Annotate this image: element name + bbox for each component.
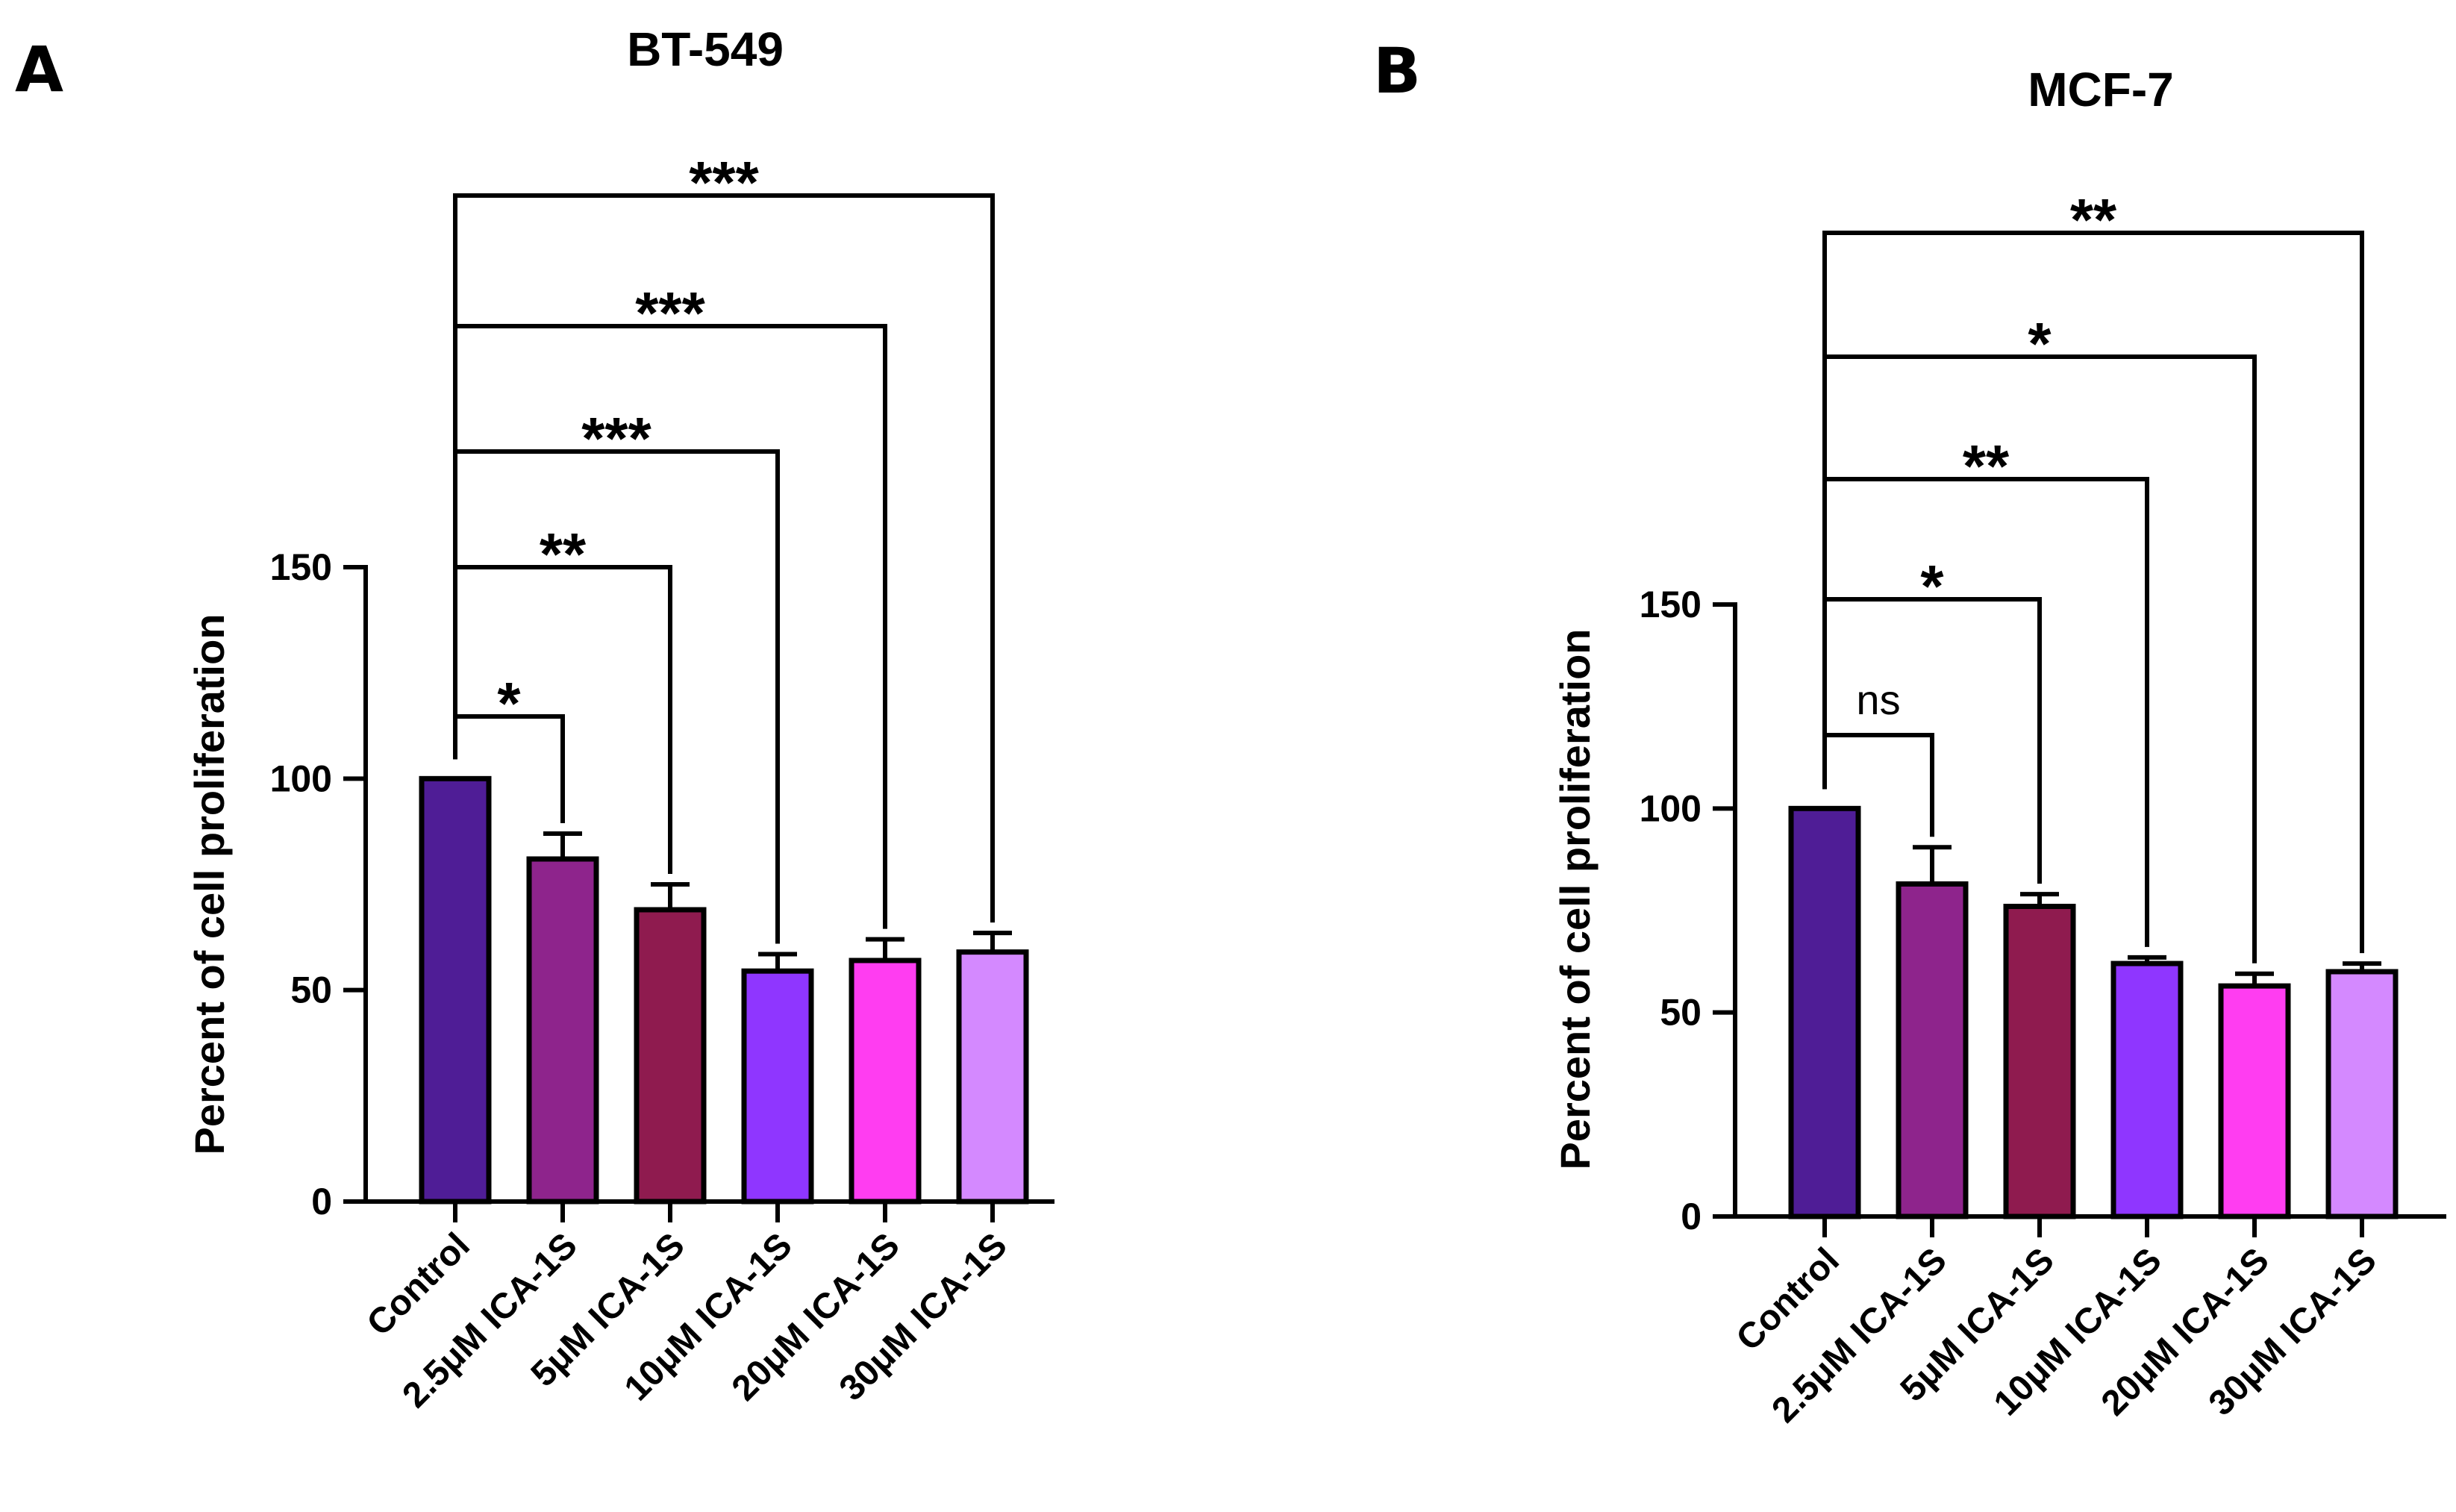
chart-title: MCF-7 — [2028, 63, 2174, 116]
bar — [849, 958, 922, 1205]
bar — [634, 907, 707, 1205]
y-tick-label: 50 — [290, 969, 332, 1011]
y-axis-label: Percent of cell proliferation — [1552, 628, 1599, 1169]
bar — [1788, 805, 1861, 1219]
panel-b-chart: B MCF-7 Percent of cell proliferation 0 50 10… — [1373, 34, 2446, 1431]
y-tick-label: 0 — [311, 1181, 332, 1222]
bar — [2325, 969, 2399, 1219]
bar — [741, 968, 814, 1205]
significance-label: * — [1920, 553, 1944, 619]
panel-label: A — [15, 33, 63, 106]
significance-label: ns — [1856, 676, 1900, 723]
y-tick-label: 100 — [1640, 787, 1702, 829]
bar — [2003, 904, 2076, 1219]
bar — [526, 856, 599, 1205]
significance-label: *** — [689, 149, 759, 216]
y-tick-label: 150 — [270, 546, 332, 588]
y-tick-label: 0 — [1681, 1196, 1702, 1237]
significance-label: *** — [635, 280, 705, 346]
significance-label: ** — [540, 521, 587, 587]
significance-bracket — [1822, 231, 2364, 954]
significance-label: * — [2028, 310, 2052, 377]
significance-label: ** — [1963, 433, 2010, 499]
significance-label: *** — [581, 405, 652, 472]
bar — [2110, 960, 2184, 1219]
y-tick-label: 150 — [1640, 584, 1702, 625]
bar — [2218, 983, 2291, 1219]
bar — [956, 949, 1029, 1205]
panel-a-chart: A BT-549 Percent of cell proliferation 0 50 1… — [15, 22, 1054, 1416]
significance-label: * — [497, 670, 521, 737]
significance-label: ** — [2070, 187, 2117, 253]
significance-bracket — [453, 193, 995, 923]
y-axis-label: Percent of cell proliferation — [186, 613, 233, 1155]
y-tick-label: 50 — [1660, 992, 1702, 1034]
bar — [419, 775, 492, 1205]
y-tick-label: 100 — [270, 757, 332, 799]
panel-label: B — [1373, 34, 1421, 107]
chart-title: BT-549 — [627, 22, 784, 76]
bar — [1896, 881, 1969, 1219]
